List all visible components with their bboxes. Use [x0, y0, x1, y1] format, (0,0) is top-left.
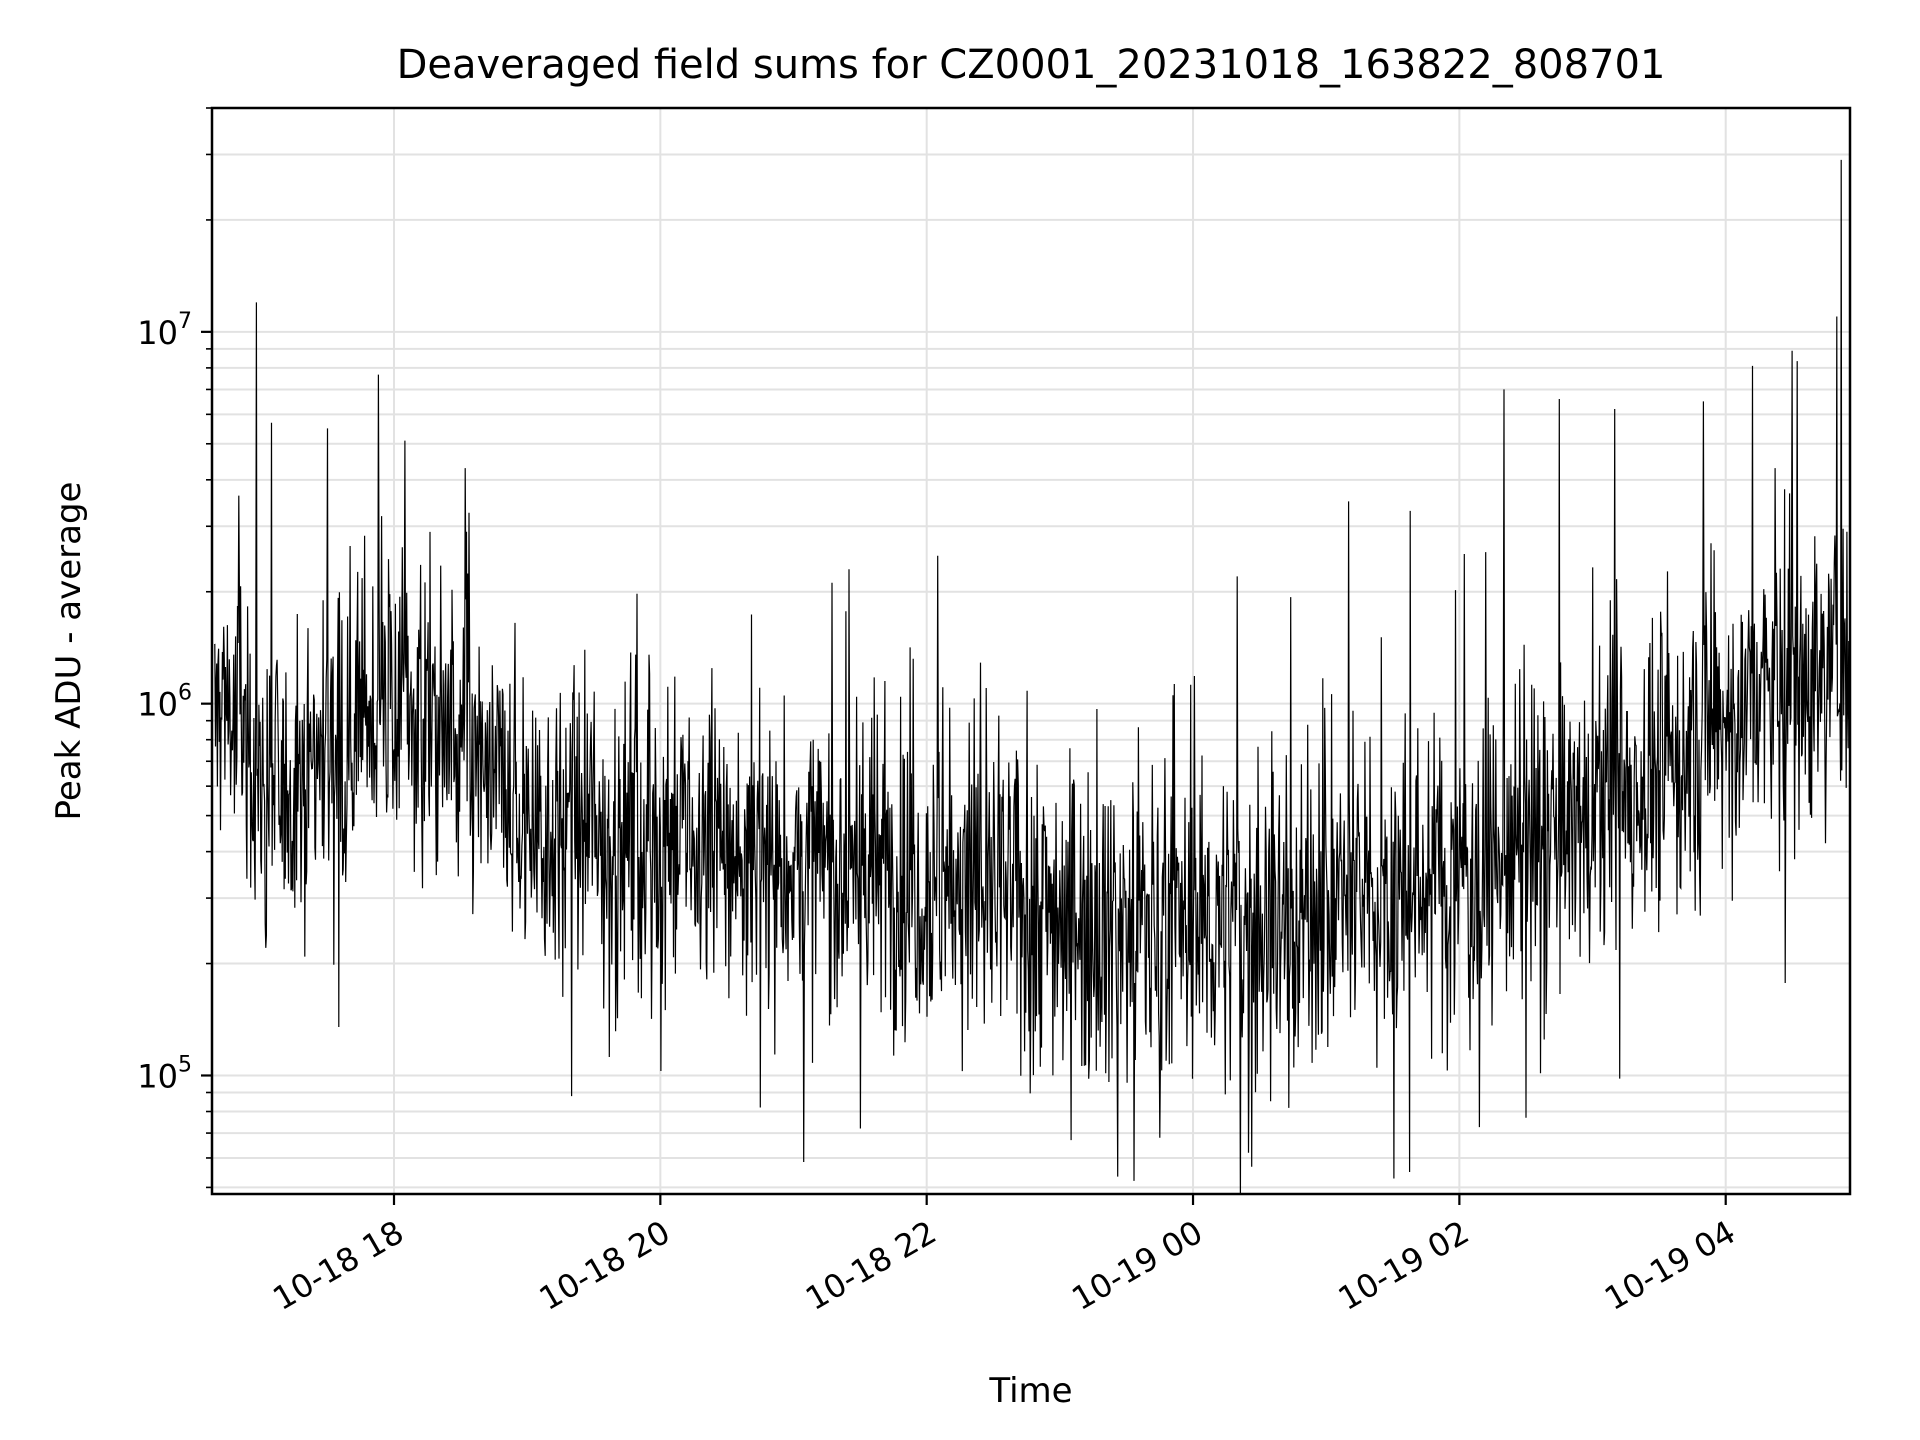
y-tick-base: 10	[137, 1057, 178, 1095]
y-tick-exponent: 5	[178, 1052, 192, 1077]
chart-title: Deaveraged field sums for CZ0001_2023101…	[397, 42, 1666, 88]
series-line	[213, 159, 1850, 1194]
y-tick-label: 107	[137, 309, 192, 352]
y-tick-exponent: 6	[178, 681, 192, 706]
y-tick-base: 10	[137, 686, 178, 724]
y-tick-exponent: 7	[178, 309, 192, 334]
plot-frame	[210, 106, 1852, 1196]
y-tick-label: 106	[137, 681, 192, 724]
y-axis-label: Peak ADU - average	[49, 482, 89, 821]
x-axis-label: Time	[988, 1371, 1072, 1411]
series-layer	[213, 159, 1850, 1194]
y-tick-base: 10	[137, 314, 178, 352]
y-tick-label: 105	[137, 1052, 192, 1095]
